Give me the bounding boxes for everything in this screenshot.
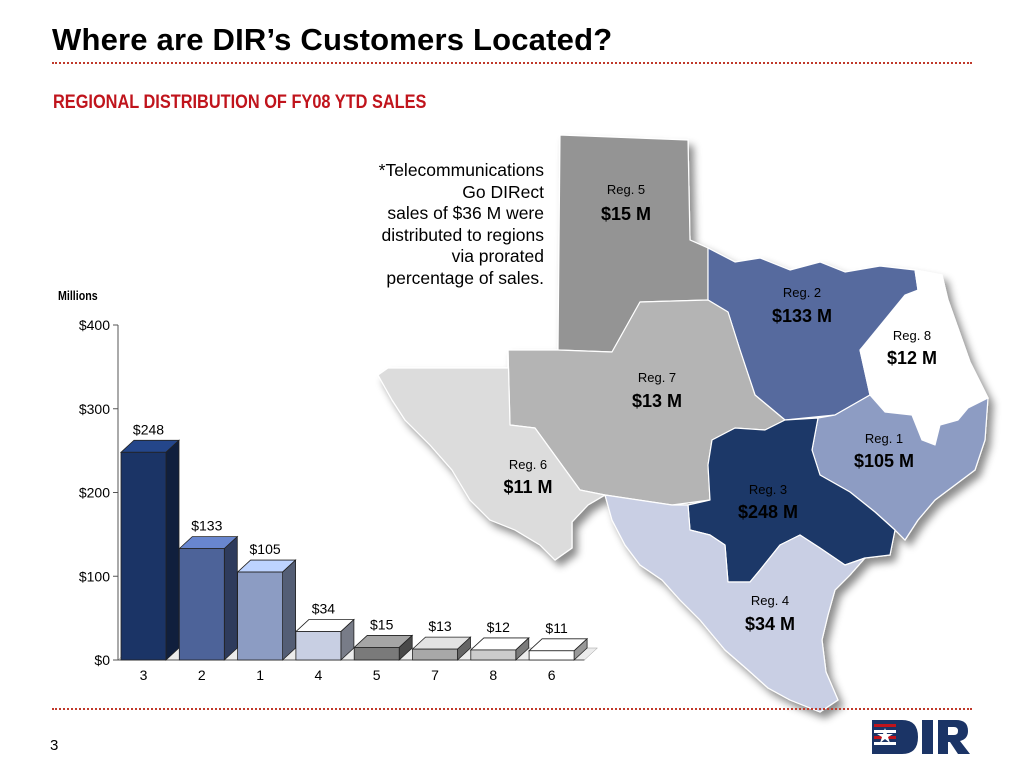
bar-side <box>223 535 238 661</box>
y-tick-label: $200 <box>79 485 110 501</box>
region-labels: Reg. 5 $15 M Reg. 2 $133 M Reg. 8 $12 M … <box>503 182 937 634</box>
region-6-label: Reg. 6 <box>509 457 547 472</box>
y-tick-label: $400 <box>79 317 110 333</box>
note-line: distributed to regions <box>381 224 544 245</box>
note-line: percentage of sales. <box>386 267 544 288</box>
region-1-label: Reg. 1 <box>865 431 903 446</box>
data-label: $15 <box>370 616 394 632</box>
region-6-value: $11 M <box>503 477 552 497</box>
x-tick-label: 1 <box>256 667 264 683</box>
x-tick-label: 6 <box>548 667 556 683</box>
x-tick-label: 5 <box>373 667 381 683</box>
x-tick-label: 2 <box>198 667 206 683</box>
region-2-value: $133 M <box>772 306 832 326</box>
data-label: $34 <box>312 601 336 617</box>
data-label: $12 <box>487 619 511 635</box>
region-3-label: Reg. 3 <box>749 482 787 497</box>
data-label: $105 <box>250 541 281 557</box>
region-7-value: $13 M <box>632 391 682 411</box>
region-1-value: $105 M <box>854 451 914 471</box>
dir-logo <box>868 716 972 758</box>
telecom-note: *Telecommunications Go DIRect sales of $… <box>330 160 544 290</box>
data-label: $133 <box>191 518 222 534</box>
x-tick-label: 8 <box>489 667 497 683</box>
region-5-value: $15 M <box>601 204 651 224</box>
bar <box>412 648 458 661</box>
bar <box>295 631 342 661</box>
region-4-value: $34 M <box>745 614 795 634</box>
star-icon <box>877 728 893 743</box>
footer-divider <box>52 708 972 710</box>
x-tick-label: 7 <box>431 667 439 683</box>
bar <box>353 647 400 661</box>
page-number: 3 <box>50 737 59 754</box>
slide-subtitle: REGIONAL DISTRIBUTION OF FY08 YTD SALES <box>53 92 427 113</box>
note-line: Go DIRect <box>462 181 544 202</box>
y-axis-title: Millions <box>58 288 98 303</box>
bar-side <box>165 439 180 661</box>
bar <box>528 650 575 661</box>
y-tick-label: $300 <box>79 401 110 417</box>
bar-side <box>282 559 297 661</box>
data-label: $248 <box>133 421 164 437</box>
y-tick-label: $0 <box>94 652 110 668</box>
x-tick-label: 4 <box>315 667 323 683</box>
bar <box>178 548 225 661</box>
region-7-label: Reg. 7 <box>638 370 676 385</box>
x-tick-label: 3 <box>140 667 148 683</box>
title-divider <box>52 62 972 64</box>
bar <box>237 571 284 661</box>
region-4-label: Reg. 4 <box>751 593 789 608</box>
data-label: $11 <box>545 620 568 636</box>
region-6-shape <box>377 349 606 561</box>
note-line: via prorated <box>451 246 544 267</box>
region-5-label: Reg. 5 <box>607 182 645 197</box>
note-line: *Telecommunications <box>378 160 544 180</box>
bar <box>120 451 167 661</box>
region-3-value: $248 M <box>738 502 798 522</box>
data-label: $13 <box>428 618 452 634</box>
bar <box>470 649 517 661</box>
y-tick-label: $100 <box>79 568 110 584</box>
region-4-shape <box>604 494 866 713</box>
region-2-label: Reg. 2 <box>783 285 821 300</box>
region-8-value: $12 M <box>887 348 937 368</box>
slide-title: Where are DIR’s Customers Located? <box>52 22 613 57</box>
region-8-label: Reg. 8 <box>893 328 931 343</box>
note-line: sales of $36 M were <box>387 203 544 224</box>
